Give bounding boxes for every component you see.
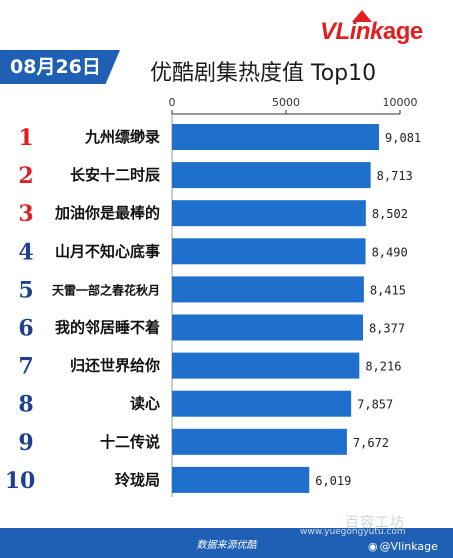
category-label: 玲珑局 [115,471,160,489]
weibo-icon: ◉ [368,540,378,553]
footer-bar: 数据来源优酷 [0,528,453,558]
bar [172,238,366,265]
bar-value-label: 8,490 [372,245,408,259]
bar [172,314,363,341]
rank-number: 6 [18,316,33,342]
x-tick-label: 5000 [272,96,300,109]
data-source-note: 数据来源优酷 [196,540,257,551]
category-label: 九州缥缈录 [84,128,160,146]
bar [172,162,371,189]
bar-value-label: 8,415 [370,283,406,297]
bar [172,466,310,493]
rank-number: 1 [18,125,33,151]
rank-number: 3 [18,201,33,227]
category-label: 我的邻居睡不着 [55,319,160,337]
bar-value-label: 8,377 [369,322,405,336]
bar-value-label: 7,672 [353,436,389,450]
bar-chart: 0 5000 10000 1 九州缥缈录 9,081 2 长安十二时辰 8,713 3 加油你是最棒… [5,96,421,497]
category-label: 山月不知心底事 [55,242,160,260]
watermark-site-name: 百容工坊 [345,515,405,531]
category-label: 天雷一部之春花秋月 [52,282,160,297]
category-label: 归还世界给你 [70,357,160,375]
bar-value-label: 8,502 [372,207,408,221]
rank-number: 5 [18,277,33,303]
x-tick-label: 0 [169,96,176,109]
x-tick-label: 10000 [383,96,418,109]
rank-number: 9 [18,430,33,456]
category-label: 加油你是最棒的 [54,204,160,222]
rank-number: 10 [5,468,36,494]
watermark-weibo: ◉ @Vlinkage [368,540,438,553]
bar-value-label: 8,713 [377,169,413,183]
rank-number: 8 [18,392,33,418]
bar [172,124,380,150]
bar [172,390,352,417]
rank-number: 7 [18,354,33,380]
bar-value-label: 6,019 [315,474,351,488]
bar [172,276,364,303]
vlinkage-logo: VLinkage [320,18,423,45]
bar [172,200,366,227]
chart-title: 优酷剧集热度值 Top10 [150,61,377,86]
bar-value-label: 8,216 [365,360,401,374]
rank-number: 4 [18,239,33,265]
category-label: 长安十二时辰 [70,166,161,184]
bar-value-label: 7,857 [357,398,393,412]
bar [172,352,360,379]
bar-value-label: 9,081 [385,131,421,145]
category-label: 十二传说 [100,433,160,451]
rank-number: 2 [18,163,33,189]
category-label: 读心 [130,395,160,413]
watermark-site-url: www.yuegongyutu.com [300,527,406,537]
bar [172,428,347,455]
date-badge: 08月26日 [0,50,120,84]
